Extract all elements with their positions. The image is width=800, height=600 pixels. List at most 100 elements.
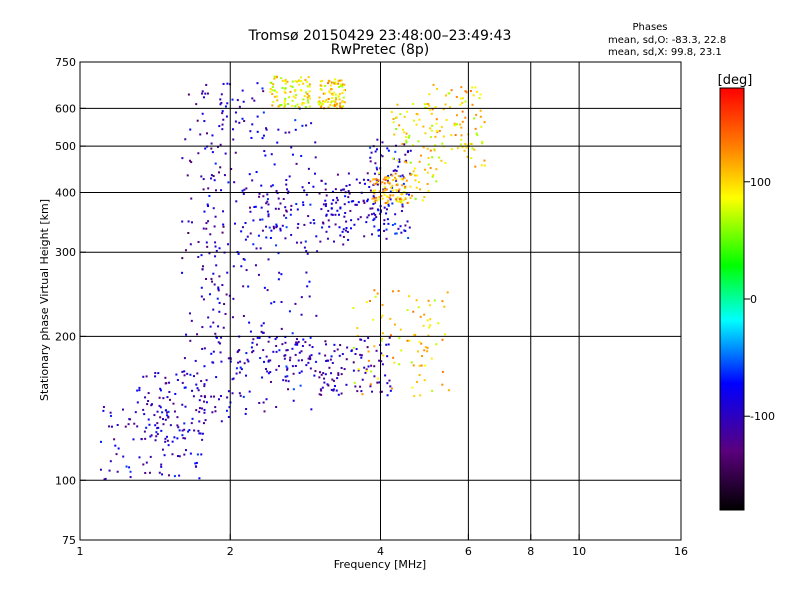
scatter-point [145,426,148,429]
scatter-point [286,349,289,352]
scatter-point [210,352,213,355]
scatter-point [174,392,177,395]
scatter-point [294,353,297,356]
scatter-point [374,189,377,192]
scatter-point [385,237,388,240]
scatter-point [161,473,164,476]
scatter-point [405,141,408,144]
scatter-point [307,361,310,364]
scatter-point [335,98,338,101]
scatter-point [410,361,413,364]
scatter-point [426,147,429,150]
scatter-point [162,397,165,400]
scatter-point [369,300,372,303]
scatter-point [372,197,375,200]
scatter-point [332,104,335,107]
scatter-point [238,371,241,374]
scatter-point [183,428,186,431]
scatter-point [391,223,394,226]
scatter-point [223,174,226,177]
scatter-point [479,93,482,96]
scatter-point [331,361,334,364]
scatter-point [327,98,330,101]
scatter-point [387,343,390,346]
scatter-point [132,438,135,441]
scatter-point [277,128,280,131]
scatter-point [383,229,386,232]
scatter-point [332,389,335,392]
scatter-point [297,359,300,362]
scatter-point [200,175,203,178]
scatter-point [186,372,189,375]
scatter-point [201,90,204,93]
scatter-point [375,349,378,352]
scatter-point [220,360,223,363]
scatter-point [147,400,150,403]
scatter-point [176,455,179,458]
scatter-point [413,167,416,170]
scatter-point [219,342,222,345]
scatter-point [178,455,181,458]
scatter-point [380,337,383,340]
scatter-point [353,223,356,226]
scatter-point [355,203,358,206]
scatter-point [281,86,284,89]
scatter-point [294,364,297,367]
scatter-point [372,178,375,181]
scatter-point [266,210,269,213]
scatter-point [210,395,213,398]
scatter-point [392,169,395,172]
scatter-point [265,202,268,205]
scatter-point [225,409,228,412]
scatter-point [445,118,448,121]
scatter-point [232,297,235,300]
scatter-point [248,206,251,209]
scatter-point [272,350,275,353]
scatter-point [265,355,268,358]
scatter-point [148,471,151,474]
scatter-point [269,236,272,239]
scatter-point [319,84,322,87]
scatter-point [273,89,276,92]
scatter-point [417,181,420,184]
scatter-point [251,123,254,126]
scatter-point [203,400,206,403]
scatter-point [333,104,336,107]
scatter-point [398,363,401,366]
scatter-point [464,100,467,103]
scatter-point [168,390,171,393]
scatter-point [104,477,107,480]
scatter-point [398,197,401,200]
scatter-point [286,375,289,378]
scatter-point [405,161,408,164]
scatter-point [201,407,204,410]
scatter-point [307,357,310,360]
scatter-point [299,88,302,91]
scatter-point [210,142,213,145]
scatter-point [181,257,184,260]
scatter-point [440,125,443,128]
scatter-point [359,353,362,356]
scatter-point [386,196,389,199]
scatter-point [287,388,290,391]
scatter-point [372,189,375,192]
scatter-point [333,103,336,106]
scatter-point [259,247,262,250]
scatter-point [300,296,303,299]
colorbar-tick-label: 100 [750,176,771,189]
scatter-point [281,79,284,82]
colorbar-tick-label: 0 [750,293,757,306]
scatter-point [427,157,430,160]
scatter-point [147,418,150,421]
scatter-point [261,376,264,379]
scatter-point [324,340,327,343]
scatter-point [211,151,214,154]
scatter-point [450,148,453,151]
scatter-point [156,422,159,425]
scatter-point [400,193,403,196]
scatter-point [474,165,477,168]
scatter-point [187,430,190,433]
scatter-point [455,95,458,98]
scatter-point [330,372,333,375]
scatter-point [322,100,325,103]
